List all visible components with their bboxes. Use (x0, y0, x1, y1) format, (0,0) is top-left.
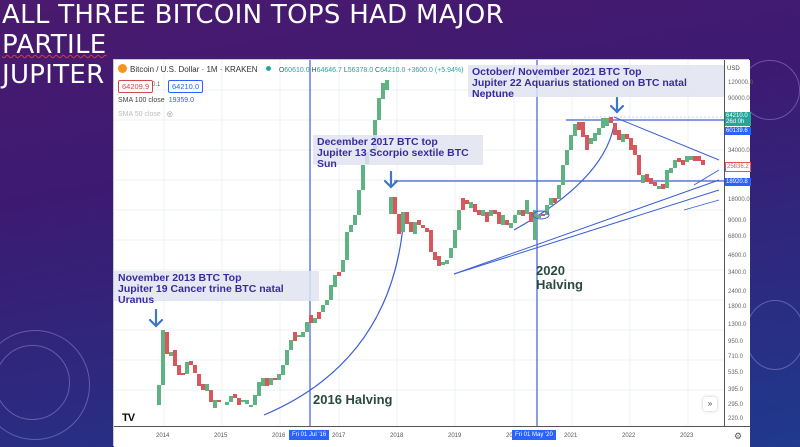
price-label: 18000.0 (728, 197, 750, 203)
price-label: 34000.0 (728, 148, 750, 154)
annotation-2013-top: November 2013 BTC Top Jupiter 19 Cancer … (114, 271, 319, 306)
eye-hidden-icon[interactable]: ◎ (166, 111, 173, 118)
background-ring (745, 300, 800, 370)
price-label: 120000.0 (728, 80, 754, 86)
price-label: 295.0 (728, 402, 744, 408)
annotation-2021-top: October/ November 2021 BTC Top Jupiter 2… (468, 65, 724, 100)
bitcoin-icon (118, 64, 127, 73)
buy-button[interactable]: 64210.0 (168, 80, 204, 93)
spread-value: 0.1 (152, 82, 161, 88)
title-line1-underlined: PARTILE (2, 30, 107, 60)
sell-button[interactable]: 64209.9 (118, 80, 154, 93)
price-label: 220.0 (728, 416, 744, 422)
price-label: 3400.0 (728, 270, 747, 276)
indicator-sma100[interactable]: SMA 100 close 19359.0 (118, 97, 195, 104)
price-label: 2400.0 (728, 289, 747, 295)
background-ring (0, 345, 70, 420)
crosshair-date-tag: Fri 01 Jul '16 (289, 430, 330, 440)
year-label: 2015 (214, 433, 228, 439)
symbol-header[interactable]: Bitcoin / U.S. Dollar · 1M · KRAKEN O606… (118, 64, 463, 74)
title-line1: ALL THREE BITCOIN TOPS HAD MAJOR (2, 0, 504, 30)
price-label: 9000.0 (728, 218, 747, 224)
price-label: 1800.0 (728, 304, 747, 310)
price-label: 395.0 (728, 387, 744, 393)
chart-canvas (114, 60, 724, 426)
price-label: 535.0 (728, 370, 744, 376)
year-label: 2021 (564, 433, 578, 439)
annotation-2020-halving: 2020 Halving (536, 263, 583, 292)
price-label: 710.0 (728, 354, 744, 360)
last-price-tag: 64210.0 26d 0h (725, 112, 751, 126)
price-label: 1300.0 (728, 322, 747, 328)
settings-icon[interactable]: ⚙ (734, 431, 743, 441)
tradingview-chart[interactable]: Bitcoin / U.S. Dollar · 1M · KRAKEN O606… (113, 59, 754, 447)
scroll-to-realtime-button[interactable]: » (703, 397, 717, 411)
level-tag: 25836.2 (725, 162, 751, 172)
ohlc-values: O60610.0 H64646.7 L56378.0 C64210.0 +360… (278, 67, 464, 74)
year-label: 2017 (332, 433, 346, 439)
market-open-icon (265, 66, 271, 71)
time-axis[interactable]: 2014 2015 2016 2017 2018 2019 2020 2021 … (114, 426, 750, 447)
price-label: 6800.0 (728, 234, 747, 240)
currency-selector[interactable]: USD (727, 66, 740, 72)
price-label: 950.0 (728, 339, 744, 345)
crosshair-date-tag: Fri 01 May '20 (512, 430, 556, 440)
symbol-title[interactable]: Bitcoin / U.S. Dollar · 1M · KRAKEN (130, 65, 258, 74)
price-label: 4600.0 (728, 253, 747, 259)
indicator-sma50[interactable]: SMA 50 close ◎ (118, 111, 173, 118)
year-label: 2016 (272, 433, 286, 439)
year-label: 2018 (390, 433, 404, 439)
candles (157, 80, 705, 408)
year-label: 2023 (680, 433, 694, 439)
year-label: 2022 (622, 433, 636, 439)
tradingview-logo-icon[interactable]: TV (122, 412, 135, 424)
year-label: 2014 (156, 433, 170, 439)
level-tag: 18920.8 (725, 178, 751, 186)
annotation-2016-halving: 2016 Halving (313, 392, 393, 407)
price-axis[interactable]: USD 120000.0 90000.0 64210.0 26d 0h 60139… (724, 60, 754, 426)
annotation-2017-top: December 2017 BTC top Jupiter 13 Scorpio… (313, 135, 483, 170)
year-label: 2019 (448, 433, 462, 439)
level-tag: 60139.6 (725, 127, 751, 135)
chart-plot-area[interactable]: Bitcoin / U.S. Dollar · 1M · KRAKEN O606… (114, 60, 724, 426)
price-label: 90000.0 (728, 96, 750, 102)
